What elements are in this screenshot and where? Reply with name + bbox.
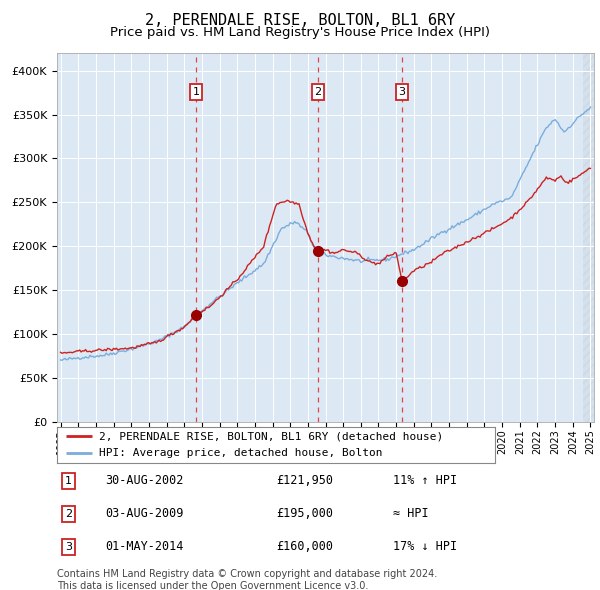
Text: Contains HM Land Registry data © Crown copyright and database right 2024.
This d: Contains HM Land Registry data © Crown c… — [57, 569, 437, 590]
Text: 2: 2 — [314, 87, 322, 97]
Text: £121,950: £121,950 — [276, 474, 333, 487]
Text: 2, PERENDALE RISE, BOLTON, BL1 6RY: 2, PERENDALE RISE, BOLTON, BL1 6RY — [145, 13, 455, 28]
Text: 30-AUG-2002: 30-AUG-2002 — [105, 474, 184, 487]
Text: 1: 1 — [193, 87, 199, 97]
Text: £160,000: £160,000 — [276, 540, 333, 553]
Text: ≈ HPI: ≈ HPI — [394, 507, 429, 520]
Text: 03-AUG-2009: 03-AUG-2009 — [105, 507, 184, 520]
Text: 3: 3 — [398, 87, 406, 97]
Text: 11% ↑ HPI: 11% ↑ HPI — [394, 474, 458, 487]
Text: 17% ↓ HPI: 17% ↓ HPI — [394, 540, 458, 553]
Text: HPI: Average price, detached house, Bolton: HPI: Average price, detached house, Bolt… — [98, 448, 382, 458]
Text: 3: 3 — [65, 542, 72, 552]
Text: Price paid vs. HM Land Registry's House Price Index (HPI): Price paid vs. HM Land Registry's House … — [110, 26, 490, 39]
Text: 2, PERENDALE RISE, BOLTON, BL1 6RY (detached house): 2, PERENDALE RISE, BOLTON, BL1 6RY (deta… — [98, 431, 443, 441]
Text: 1: 1 — [65, 476, 72, 486]
Text: 2: 2 — [65, 509, 73, 519]
Text: £195,000: £195,000 — [276, 507, 333, 520]
Text: 01-MAY-2014: 01-MAY-2014 — [105, 540, 184, 553]
